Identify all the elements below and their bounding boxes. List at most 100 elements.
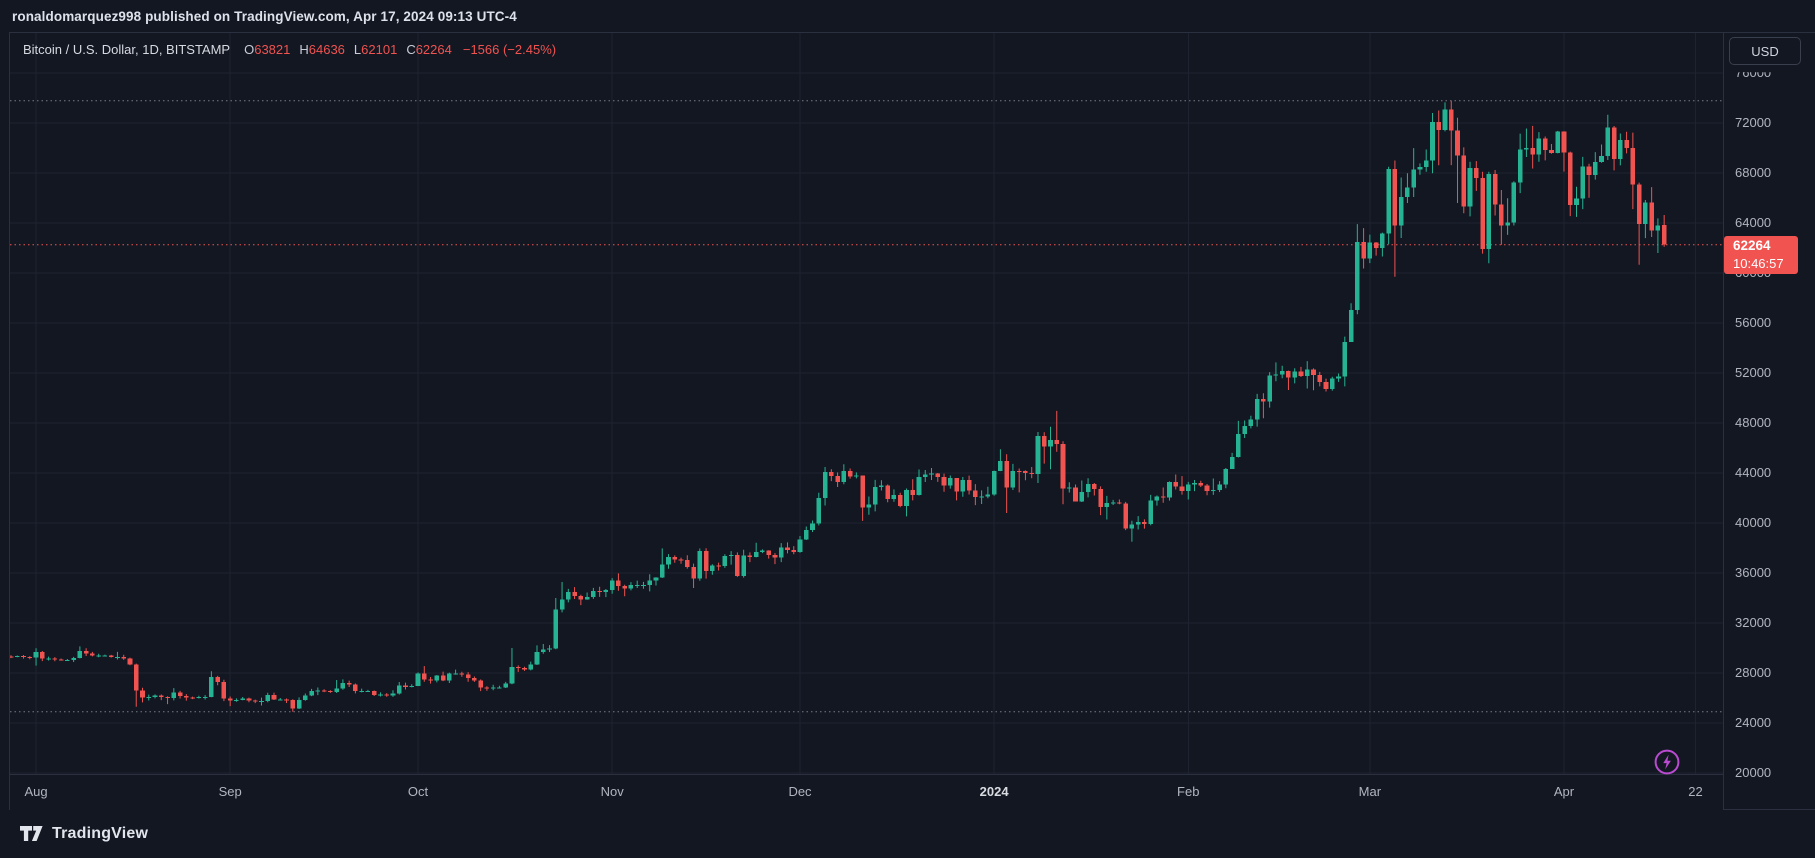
candle-body	[58, 659, 64, 661]
candle-body	[1154, 496, 1160, 501]
ohlc-high-label: H	[299, 41, 309, 57]
candle-body	[1467, 168, 1473, 207]
time-axis[interactable]: Aug Sep Oct Nov Dec 2024 Feb Mar Apr 22	[10, 774, 1723, 810]
currency-usd-button[interactable]: USD	[1729, 37, 1801, 65]
candle-body	[1123, 503, 1128, 529]
time-tick-label: Sep	[218, 784, 242, 799]
candlestick-chart[interactable]	[10, 33, 1723, 809]
candle-body	[227, 698, 233, 701]
time-tick-label: Dec	[788, 784, 812, 799]
time-tick-label: 2024	[979, 784, 1009, 799]
candle-body	[1511, 182, 1517, 223]
candle-body	[1329, 378, 1335, 389]
ohlc-close-value: 62264	[415, 41, 452, 57]
candle-body	[1392, 168, 1398, 226]
price-axis[interactable]: USD 760007200068000640006000056000520004…	[1723, 33, 1815, 809]
candle-body	[1336, 376, 1341, 379]
ohlc-low-value: 62101	[361, 41, 398, 57]
candle-body	[1342, 341, 1348, 377]
candle-body	[140, 690, 145, 698]
candle-body	[284, 699, 289, 701]
candle-body	[315, 690, 321, 692]
candle-body	[716, 565, 721, 567]
candle-body	[296, 699, 302, 709]
candle-body	[916, 477, 922, 495]
candle-body	[528, 664, 534, 670]
candle-body	[447, 673, 452, 681]
candle-body	[465, 674, 471, 678]
candle-body	[52, 658, 58, 660]
candle-body	[566, 591, 571, 600]
candle-body	[1442, 109, 1448, 130]
candle-body	[378, 694, 383, 696]
candle-body	[659, 564, 665, 578]
tradingview-logo-text[interactable]: TradingView	[52, 824, 149, 842]
candle-body	[547, 648, 552, 650]
ohlc-high-value: 64636	[308, 41, 345, 57]
candle-body	[290, 699, 296, 709]
candle-body	[171, 692, 177, 698]
candle-body	[797, 539, 803, 552]
candle-body	[778, 547, 784, 558]
candle-body	[910, 489, 916, 495]
boost-lightning-icon[interactable]	[1654, 749, 1680, 775]
candle-body	[966, 479, 972, 491]
price-tick-label: 40000	[1735, 515, 1772, 530]
candle-body	[703, 551, 709, 572]
candle-body	[1311, 369, 1316, 375]
ohlc-close-label: C	[406, 41, 416, 57]
candle-body	[209, 676, 214, 697]
candle-body	[1524, 148, 1529, 150]
candle-body	[271, 694, 277, 700]
candle-body	[628, 584, 634, 589]
candle-body	[998, 461, 1003, 471]
candle-body	[277, 699, 283, 701]
candle-body	[979, 496, 984, 498]
candle-body	[83, 651, 89, 654]
candle-body	[816, 498, 822, 524]
footer: TradingView	[0, 809, 1815, 858]
candle-body	[672, 556, 678, 560]
candle-body	[1092, 483, 1097, 489]
candle-body	[1217, 484, 1222, 490]
candle-body	[346, 683, 352, 685]
candle-body	[578, 596, 584, 600]
candle-body	[760, 550, 765, 552]
candle-body	[240, 698, 245, 700]
candle-body	[1586, 166, 1592, 175]
candle-body	[666, 556, 671, 565]
candle-body	[1085, 483, 1091, 492]
candle-body	[184, 696, 189, 698]
candle-body	[252, 700, 258, 702]
candle-body	[1048, 439, 1053, 447]
candle-body	[371, 691, 377, 695]
candle-body	[1517, 149, 1523, 183]
candle-body	[1630, 148, 1636, 185]
candle-body	[1373, 242, 1379, 249]
candle-body	[879, 485, 884, 487]
candle-body	[1317, 374, 1323, 382]
candle-body	[1555, 131, 1561, 153]
candle-body	[1380, 233, 1385, 249]
candle-body	[1054, 439, 1060, 444]
candle-body	[829, 472, 834, 477]
candle-body	[1117, 502, 1122, 504]
candle-body	[515, 666, 521, 668]
candle-body	[1549, 149, 1554, 153]
tradingview-logo-icon[interactable]	[20, 826, 44, 841]
candle-body	[478, 680, 483, 688]
candle-body	[309, 691, 314, 696]
candle-body	[847, 470, 853, 477]
candle-body	[1179, 486, 1185, 491]
candle-body	[1530, 148, 1535, 155]
price-tick-label: 24000	[1735, 715, 1772, 730]
ohlc-low-label: L	[353, 41, 362, 57]
candle-body	[1605, 127, 1611, 156]
candle-body	[428, 679, 433, 681]
candle-body	[897, 494, 903, 506]
candle-body	[77, 651, 83, 658]
price-tick-label: 36000	[1735, 565, 1772, 580]
candle-body	[40, 651, 45, 659]
last-price-value: 62264	[1733, 237, 1771, 253]
candle-body	[390, 693, 396, 696]
